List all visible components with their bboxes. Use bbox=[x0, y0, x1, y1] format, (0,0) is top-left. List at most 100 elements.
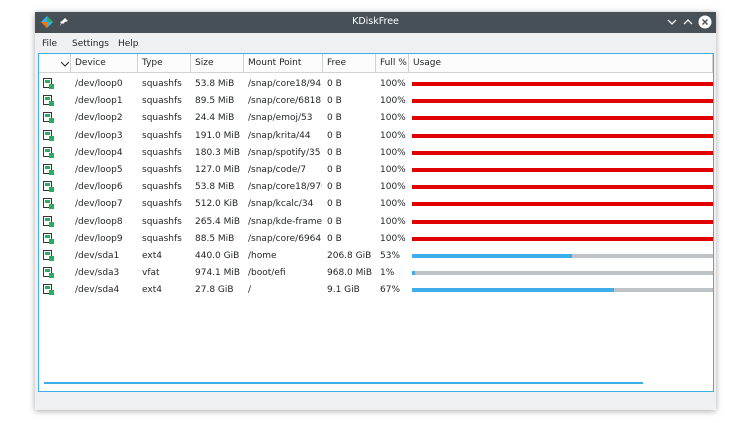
table-cell: /snap/spotify/35 bbox=[248, 147, 321, 158]
table-cell: /dev/sda3 bbox=[75, 268, 120, 279]
table-cell: 180.3 MiB bbox=[195, 147, 241, 158]
table-cell: 100% bbox=[380, 199, 406, 210]
usage-bar bbox=[412, 219, 713, 224]
pin-button[interactable] bbox=[59, 17, 69, 27]
table-cell: /dev/loop7 bbox=[75, 199, 123, 210]
column-header[interactable]: Size bbox=[191, 54, 244, 73]
table-cell: /dev/loop4 bbox=[75, 147, 123, 158]
table-cell: /snap/kde-frame… bbox=[248, 216, 322, 227]
table-cell: 0 B bbox=[327, 233, 342, 244]
column-header[interactable]: Mount Point bbox=[244, 54, 323, 73]
column-header[interactable]: Type bbox=[138, 54, 191, 73]
table-cell: 127.0 MiB bbox=[195, 165, 241, 175]
table-cell: /snap/kcalc/34 bbox=[248, 199, 314, 210]
maximize-button[interactable] bbox=[683, 17, 693, 27]
table-cell: 440.0 GiB bbox=[195, 251, 240, 261]
table-cell: 53.8 MiB bbox=[195, 182, 235, 193]
drive-icon bbox=[43, 215, 54, 227]
table-cell: squashfs bbox=[142, 79, 182, 89]
table-cell: ext4 bbox=[142, 251, 162, 261]
horizontal-scrollbar[interactable] bbox=[44, 382, 643, 384]
menu-bar: File Settings Help bbox=[35, 34, 716, 52]
table-cell: squashfs bbox=[142, 233, 182, 244]
column-header[interactable]: Free bbox=[323, 54, 376, 73]
drive-icon bbox=[43, 198, 54, 210]
table-cell: 100% bbox=[380, 130, 406, 141]
table-cell: vfat bbox=[142, 268, 160, 279]
usage-bar bbox=[412, 185, 713, 190]
title-bar: KDiskFree bbox=[35, 12, 716, 33]
table-cell: ext4 bbox=[142, 285, 162, 296]
table-cell: 88.5 MiB bbox=[195, 233, 235, 244]
window: KDiskFree File Settings Help Device Type Siz… bbox=[35, 12, 716, 410]
table-cell: 27.8 GiB bbox=[195, 285, 234, 296]
table-cell: /dev/loop9 bbox=[75, 233, 123, 244]
drive-icon bbox=[43, 78, 54, 89]
table-cell: /snap/core/6964 bbox=[248, 233, 322, 244]
table-cell: /snap/core/6818 bbox=[248, 96, 322, 107]
menu-item[interactable]: File bbox=[42, 39, 58, 49]
table-cell: /dev/loop1 bbox=[75, 96, 123, 107]
drive-icon bbox=[43, 164, 54, 175]
menu-item[interactable]: Help bbox=[118, 39, 139, 49]
drive-icon bbox=[43, 232, 54, 244]
table-cell: 100% bbox=[380, 147, 406, 158]
column-header[interactable]: Full % bbox=[376, 54, 409, 73]
table-cell: squashfs bbox=[142, 216, 182, 227]
table-cell: 0 B bbox=[327, 216, 342, 227]
table-cell: 24.4 MiB bbox=[195, 113, 235, 124]
table-cell: squashfs bbox=[142, 199, 182, 210]
app-icon bbox=[41, 16, 53, 28]
table-cell: /dev/loop2 bbox=[75, 113, 123, 124]
table-cell: 0 B bbox=[327, 147, 342, 158]
table-cell: 191.0 MiB bbox=[195, 130, 241, 141]
table-cell: 53% bbox=[380, 251, 401, 261]
sort-chevron[interactable] bbox=[61, 61, 69, 67]
table-cell: squashfs bbox=[142, 147, 182, 158]
drive-icon bbox=[43, 181, 54, 193]
usage-bar bbox=[412, 168, 713, 172]
drive-icon bbox=[43, 284, 54, 296]
window-title: KDiskFree bbox=[352, 16, 399, 27]
table-cell: /snap/core18/941 bbox=[248, 79, 322, 89]
table-cell: squashfs bbox=[142, 96, 182, 107]
table-cell: 512.0 KiB bbox=[195, 199, 239, 210]
table-cell: squashfs bbox=[142, 165, 182, 175]
table-cell: 1% bbox=[380, 268, 395, 279]
usage-bar bbox=[412, 133, 713, 138]
column-header[interactable]: Usage bbox=[409, 54, 713, 73]
table-cell: 100% bbox=[380, 79, 406, 89]
close-button[interactable] bbox=[698, 15, 712, 29]
table-cell: /dev/loop8 bbox=[75, 216, 123, 227]
usage-bar bbox=[412, 236, 713, 241]
table-cell: squashfs bbox=[142, 182, 182, 193]
table-cell: 100% bbox=[380, 182, 406, 193]
table-cell: 265.4 MiB bbox=[195, 216, 241, 227]
usage-bar bbox=[412, 271, 415, 276]
table-cell: 100% bbox=[380, 113, 406, 124]
table-cell: / bbox=[248, 285, 252, 296]
column-header[interactable]: Device bbox=[71, 54, 138, 73]
usage-bar bbox=[412, 82, 713, 86]
table-cell: /boot/efi bbox=[248, 268, 286, 279]
table-cell: 0 B bbox=[327, 79, 342, 89]
table-cell: /snap/code/7 bbox=[248, 165, 307, 175]
table-cell: /dev/loop5 bbox=[75, 165, 123, 175]
table-cell: /dev/loop0 bbox=[75, 79, 123, 89]
header-cell[interactable] bbox=[39, 54, 71, 73]
table-cell: 67% bbox=[380, 285, 401, 296]
table-cell: 0 B bbox=[327, 199, 342, 210]
table-cell: 974.1 MiB bbox=[195, 268, 241, 279]
menu-item[interactable]: Settings bbox=[72, 39, 109, 49]
table-cell: /snap/emoj/53 bbox=[248, 113, 313, 124]
minimize-button[interactable] bbox=[667, 17, 677, 27]
table-cell: 100% bbox=[380, 233, 406, 244]
usage-bar bbox=[412, 254, 572, 258]
table-cell: /snap/krita/44 bbox=[248, 130, 311, 141]
usage-bar bbox=[412, 116, 713, 121]
usage-bar bbox=[412, 150, 713, 155]
table-cell: 0 B bbox=[327, 130, 342, 141]
usage-bar bbox=[412, 202, 713, 207]
table-cell: /home bbox=[248, 251, 277, 261]
table-cell: 0 B bbox=[327, 165, 342, 175]
